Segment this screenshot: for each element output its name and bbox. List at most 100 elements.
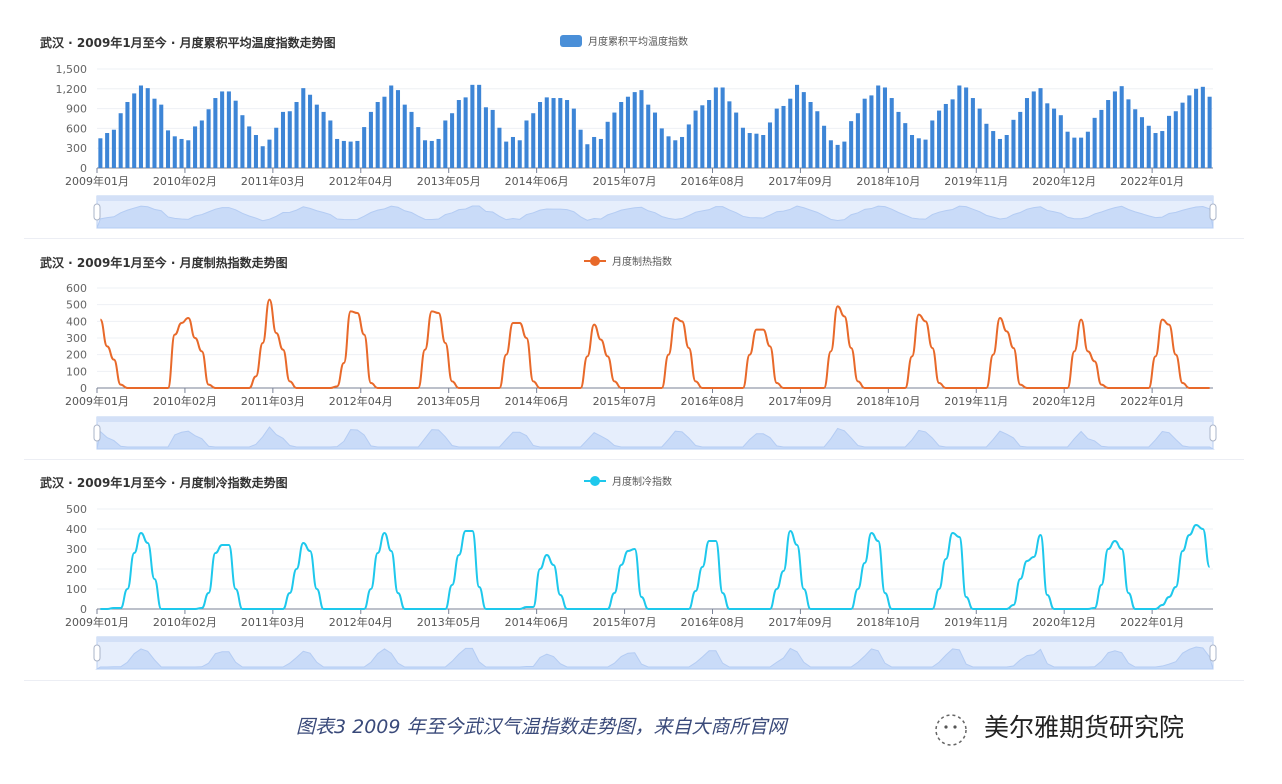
bar[interactable] — [423, 140, 428, 168]
bar[interactable] — [213, 98, 218, 168]
bar[interactable] — [984, 123, 989, 168]
bar[interactable] — [686, 124, 691, 168]
bar[interactable] — [429, 140, 434, 168]
bar[interactable] — [517, 140, 522, 168]
bar[interactable] — [416, 127, 421, 168]
bar[interactable] — [118, 113, 123, 168]
bar[interactable] — [355, 140, 360, 168]
bar[interactable] — [321, 111, 326, 168]
bar[interactable] — [152, 98, 157, 168]
bar[interactable] — [585, 144, 590, 168]
bar[interactable] — [362, 127, 367, 168]
bar[interactable] — [328, 120, 333, 168]
bar[interactable] — [937, 110, 942, 168]
bar[interactable] — [619, 102, 624, 168]
bar[interactable] — [801, 92, 806, 168]
bar[interactable] — [713, 87, 718, 168]
bar[interactable] — [1194, 88, 1199, 168]
zoom-handle-left[interactable] — [93, 203, 101, 221]
zoom-handle-right[interactable] — [1209, 644, 1217, 662]
bar[interactable] — [598, 138, 603, 168]
data-zoom-slider[interactable] — [93, 195, 1217, 229]
bar[interactable] — [1173, 111, 1178, 168]
bar[interactable] — [294, 102, 299, 168]
bar[interactable] — [111, 129, 116, 168]
bar[interactable] — [754, 133, 759, 168]
bar[interactable] — [1146, 125, 1151, 168]
bar[interactable] — [734, 112, 739, 168]
bar[interactable] — [1106, 100, 1111, 168]
bar[interactable] — [436, 138, 441, 168]
bar[interactable] — [761, 135, 766, 168]
bar[interactable] — [1187, 95, 1192, 168]
bar[interactable] — [571, 108, 576, 168]
bar[interactable] — [510, 136, 515, 168]
bar[interactable] — [463, 97, 468, 168]
zoom-handle-left[interactable] — [93, 424, 101, 442]
bar[interactable] — [788, 98, 793, 168]
bar[interactable] — [747, 133, 752, 168]
bar[interactable] — [389, 85, 394, 169]
bar[interactable] — [1052, 108, 1057, 168]
bar[interactable] — [1200, 86, 1205, 168]
bar[interactable] — [280, 111, 286, 168]
bar[interactable] — [1119, 86, 1124, 168]
bar[interactable] — [1207, 96, 1212, 168]
bar[interactable] — [199, 120, 204, 168]
bar[interactable] — [815, 111, 820, 168]
bar[interactable] — [930, 120, 935, 168]
bar[interactable] — [477, 84, 482, 168]
bar[interactable] — [903, 123, 908, 168]
bar[interactable] — [497, 127, 502, 168]
bar[interactable] — [375, 102, 380, 168]
bar[interactable] — [889, 98, 894, 168]
bar[interactable] — [206, 109, 211, 168]
bar[interactable] — [1058, 115, 1063, 168]
bar[interactable] — [916, 138, 921, 168]
bar[interactable] — [544, 97, 549, 168]
bar[interactable] — [1085, 131, 1090, 168]
bar[interactable] — [402, 104, 407, 168]
bar[interactable] — [1167, 115, 1172, 168]
bar[interactable] — [1065, 131, 1070, 168]
bar[interactable] — [781, 105, 786, 168]
bar[interactable] — [1126, 99, 1131, 168]
bar[interactable] — [159, 104, 164, 168]
bar[interactable] — [193, 126, 198, 168]
bar[interactable] — [558, 98, 563, 168]
bar[interactable] — [828, 140, 833, 168]
bar[interactable] — [882, 87, 887, 168]
bar[interactable] — [774, 108, 779, 168]
bar[interactable] — [1018, 111, 1023, 168]
bar[interactable] — [98, 138, 103, 168]
bar[interactable] — [537, 102, 543, 168]
bar[interactable] — [646, 104, 651, 168]
bar[interactable] — [740, 127, 745, 168]
bar[interactable] — [565, 100, 570, 168]
bar[interactable] — [409, 111, 414, 168]
bar[interactable] — [456, 100, 461, 168]
bar[interactable] — [450, 113, 455, 168]
bar[interactable] — [179, 138, 184, 168]
bar[interactable] — [348, 141, 353, 168]
bar[interactable] — [274, 127, 279, 168]
bar[interactable] — [693, 110, 698, 168]
bar[interactable] — [639, 90, 644, 168]
zoom-handle-right[interactable] — [1209, 424, 1217, 442]
zoom-handle-right[interactable] — [1209, 203, 1217, 221]
bar[interactable] — [991, 131, 996, 168]
data-zoom-slider[interactable] — [93, 416, 1217, 450]
bar[interactable] — [186, 140, 191, 168]
bar[interactable] — [997, 138, 1002, 168]
bar[interactable] — [125, 102, 130, 168]
bar[interactable] — [308, 94, 313, 168]
bar[interactable] — [341, 140, 346, 168]
bar[interactable] — [220, 91, 225, 168]
bar[interactable] — [1139, 117, 1145, 168]
bar[interactable] — [260, 146, 265, 168]
bar[interactable] — [977, 108, 982, 168]
bar[interactable] — [652, 112, 658, 168]
bar[interactable] — [490, 109, 495, 168]
bar[interactable] — [1038, 88, 1043, 168]
bar[interactable] — [909, 135, 915, 168]
